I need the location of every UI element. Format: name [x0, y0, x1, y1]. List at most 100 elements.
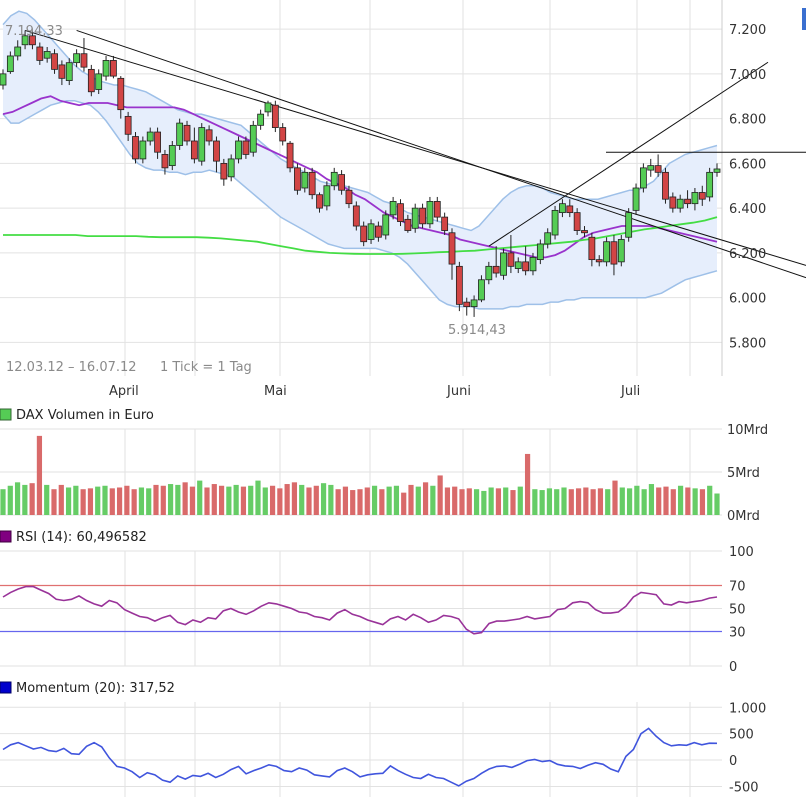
- volume-bar: [116, 487, 123, 515]
- volume-bar: [634, 485, 640, 515]
- volume-bar: [146, 488, 152, 515]
- volume-bar: [473, 489, 480, 515]
- candle-up: [426, 201, 434, 225]
- volume-bar: [0, 489, 6, 515]
- candle-down: [220, 162, 228, 180]
- candle-down: [132, 136, 139, 160]
- volume-bar: [131, 489, 137, 515]
- candle-down: [595, 259, 603, 263]
- candle-up: [485, 265, 493, 281]
- price-y-tick-label: 6.400: [729, 202, 766, 217]
- volume-bar: [568, 489, 574, 515]
- candle-up: [536, 243, 544, 261]
- candle-down: [286, 142, 294, 169]
- volume-bar: [335, 489, 341, 515]
- volume-bar: [510, 490, 516, 515]
- volume-bar: [364, 487, 370, 515]
- volume-bar: [503, 487, 509, 515]
- volume-bar: [590, 489, 596, 515]
- volume-bar: [153, 484, 159, 515]
- volume-bar: [102, 485, 108, 515]
- volume-bar: [481, 490, 487, 515]
- volume-bar: [95, 486, 101, 515]
- candle-down: [566, 205, 574, 214]
- candle-down: [87, 68, 95, 93]
- rsi-levels: [0, 584, 722, 633]
- momentum-y-tick-label: 1.000: [729, 701, 766, 716]
- candle-down: [522, 261, 530, 272]
- candle-up: [257, 113, 265, 126]
- candle-up: [198, 127, 206, 162]
- volume-bar: [597, 488, 604, 515]
- volume-bar: [663, 486, 669, 515]
- tick-label: 1 Tick = 1 Tag: [160, 360, 252, 375]
- month-label: Juni: [446, 384, 471, 399]
- price-y-tick-label: 5.800: [729, 336, 766, 351]
- candle-up: [95, 73, 103, 90]
- volume-bar: [401, 492, 407, 515]
- candle-down: [360, 225, 368, 243]
- momentum-panel: Momentum (20): 317,52 1.000 500 0 -500: [0, 681, 766, 797]
- volume-bar: [167, 484, 174, 515]
- candle-down: [698, 192, 706, 200]
- volume-bar: [605, 489, 611, 515]
- volume-bar: [517, 486, 523, 515]
- candle-up: [367, 223, 375, 240]
- candle-down: [654, 165, 662, 173]
- candle-down: [507, 252, 515, 267]
- candle-up: [647, 165, 655, 171]
- candle-up: [551, 209, 559, 236]
- volume-bar: [561, 487, 567, 515]
- rsi-line: [2, 585, 718, 635]
- candle-up: [389, 201, 397, 216]
- volume-bar: [284, 484, 290, 515]
- volume-title: DAX Volumen in Euro: [16, 408, 154, 423]
- candle-down: [242, 140, 250, 155]
- low-annotation: 5.914,43: [448, 323, 506, 338]
- price-plot-area: [0, 0, 722, 376]
- candle-down: [492, 265, 500, 274]
- volume-bar: [269, 485, 276, 515]
- candle-up: [713, 168, 721, 173]
- candle-down: [294, 167, 301, 191]
- volume-bar: [240, 486, 247, 515]
- momentum-y-tick-label: -500: [729, 780, 759, 795]
- volume-bar: [124, 485, 130, 515]
- candle-down: [433, 201, 441, 218]
- volume-bar: [255, 480, 261, 515]
- trendline-lower: [76, 29, 806, 279]
- price-panel: 7.200 7.000 6.800 6.600 6.400 6.200 6.000 5.800…: [0, 0, 806, 399]
- candle-up: [14, 46, 22, 57]
- volume-bar: [218, 485, 225, 515]
- candle-down: [448, 232, 456, 265]
- bollinger-fill: [3, 11, 717, 309]
- volume-bar: [524, 453, 531, 515]
- momentum-title: Momentum (20): 317,52: [16, 681, 175, 696]
- candle-up: [21, 35, 29, 46]
- volume-bar: [226, 486, 232, 515]
- volume-bar: [14, 482, 21, 515]
- volume-bar: [488, 487, 494, 515]
- candle-up: [176, 122, 184, 146]
- momentum-legend-swatch: [0, 681, 12, 694]
- candle-down: [441, 216, 449, 231]
- rsi-title: RSI (14): 60,496582: [16, 530, 147, 545]
- volume-bar: [699, 489, 706, 515]
- volume-bar: [393, 485, 400, 515]
- candle-up: [639, 167, 647, 189]
- candle-down: [375, 225, 382, 238]
- volume-bar: [248, 485, 254, 515]
- volume-bar: [342, 486, 349, 515]
- volume-bar: [626, 488, 633, 515]
- volume-bar: [211, 484, 217, 515]
- candle-down: [58, 64, 66, 79]
- candle-up: [514, 261, 522, 269]
- candle-down: [154, 131, 161, 153]
- volume-bar: [182, 482, 188, 515]
- candle-up: [617, 239, 625, 263]
- volume-bar: [677, 485, 684, 515]
- candle-up: [43, 51, 51, 59]
- candle-up: [0, 73, 7, 86]
- volume-bar: [612, 480, 618, 515]
- price-y-tick-label: 6.200: [729, 247, 766, 262]
